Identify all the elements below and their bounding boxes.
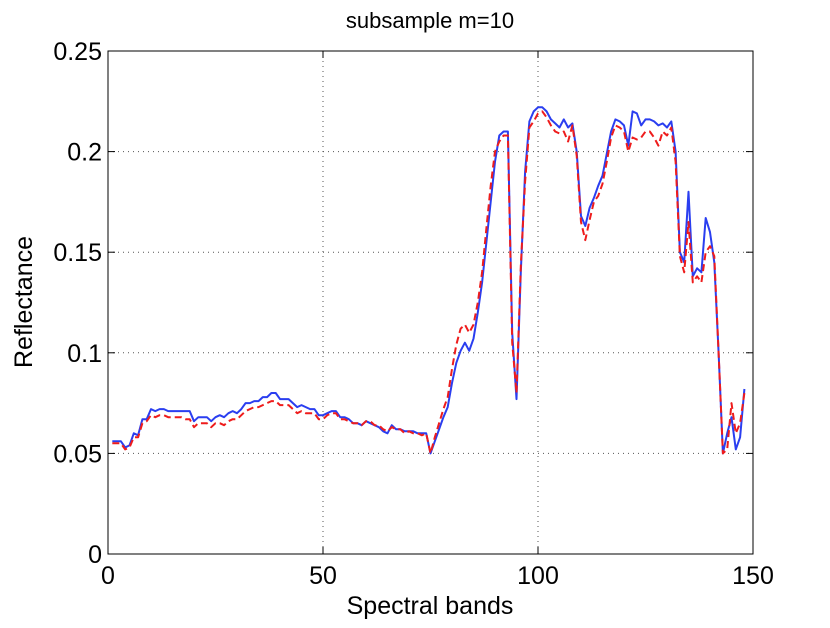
y-tick-label: 0.15	[53, 239, 102, 267]
y-tick-label: 0.1	[67, 340, 102, 368]
y-tick-label: 0.05	[53, 440, 102, 468]
y-tick-label: 0.25	[53, 38, 102, 66]
plot-frame	[107, 50, 754, 555]
y-tick-label: 0	[88, 541, 102, 569]
y-tick-label: 0.2	[67, 139, 102, 167]
plot-series	[112, 106, 746, 455]
x-tick-label: 150	[732, 562, 774, 590]
x-tick-label: 50	[309, 562, 337, 590]
ticks: 0 50 100 150 0 0.05 0.1 0.15 0.2 0.25	[53, 38, 774, 590]
chart-title: subsample m=10	[346, 8, 514, 33]
series-line-solid	[112, 106, 746, 455]
y-axis-label: Reflectance	[10, 236, 38, 368]
x-tick-label: 0	[101, 562, 115, 590]
x-tick-label: 100	[517, 562, 559, 590]
x-axis-label: Spectral bands	[347, 592, 514, 620]
